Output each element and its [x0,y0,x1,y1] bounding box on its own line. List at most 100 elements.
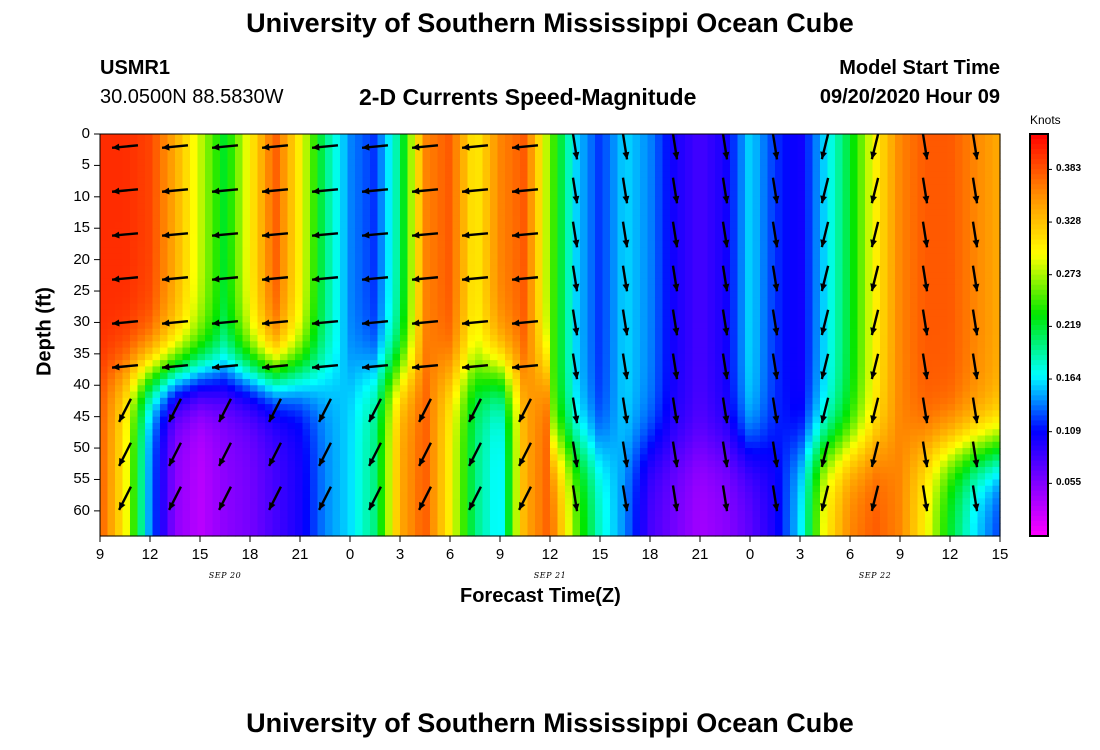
heatmap-cell [595,529,604,537]
heatmap-cell [580,498,589,506]
heatmap-cell [625,422,634,430]
heatmap-cell [190,378,199,386]
heatmap-cell [542,259,551,267]
heatmap-cell [362,504,371,512]
heatmap-cell [647,291,656,298]
heatmap-cell [355,146,364,154]
heatmap-cell [520,184,529,192]
heatmap-cell [460,385,469,393]
heatmap-cell [467,466,476,474]
heatmap-cell [257,190,266,198]
heatmap-cell [595,221,604,229]
heatmap-cell [317,309,326,317]
heatmap-cell [175,240,184,248]
heatmap-cell [280,404,289,411]
heatmap-cell [272,159,281,167]
heatmap-cell [130,429,139,437]
heatmap-cell [632,360,641,368]
heatmap-cell [227,196,236,204]
heatmap-cell [625,416,634,424]
heatmap-cell [550,517,559,525]
heatmap-cell [445,291,454,298]
heatmap-cell [617,247,626,254]
heatmap-cell [422,360,431,368]
heatmap-cell [190,435,199,443]
heatmap-cell [437,372,446,380]
heatmap-cell [160,209,169,217]
heatmap-cell [310,152,319,160]
heatmap-cell [220,378,229,386]
heatmap-cell [610,146,619,154]
heatmap-cell [370,492,379,499]
heatmap-cell [182,203,191,210]
heatmap-cell [167,272,176,280]
heatmap-cell [167,328,176,336]
heatmap-cell [355,523,364,531]
heatmap-cell [362,240,371,248]
heatmap-cell [235,441,244,449]
heatmap-cell [362,203,371,210]
heatmap-cell [250,291,259,298]
heatmap-cell [242,134,251,141]
heatmap-cell [587,247,596,254]
heatmap-cell [452,448,461,455]
heatmap-cell [527,485,536,493]
heatmap-cell [595,378,604,386]
heatmap-cell [295,435,304,443]
heatmap-cell [310,184,319,192]
heatmap-cell [205,391,214,399]
heatmap-cell [640,171,649,179]
heatmap-cell [385,485,394,493]
heatmap-cell [175,165,184,173]
heatmap-cell [332,297,341,305]
heatmap-cell [160,272,169,280]
heatmap-cell [640,240,649,248]
heatmap-cell [482,397,491,405]
heatmap-cell [385,460,394,468]
heatmap-cell [362,435,371,443]
heatmap-cell [332,347,341,355]
heatmap-cell [490,466,499,474]
heatmap-cell [625,203,634,210]
heatmap-cell [332,247,341,254]
heatmap-cell [505,335,514,342]
heatmap-cell [452,416,461,424]
heatmap-cell [130,259,139,267]
heatmap-cell [415,498,424,506]
heatmap-cell [257,152,266,160]
heatmap-cell [302,529,311,537]
heatmap-cell [452,460,461,468]
heatmap-cell [340,391,349,399]
heatmap-cell [212,234,221,242]
heatmap-cell [377,504,386,512]
heatmap-cell [160,397,169,405]
heatmap-cell [655,146,664,154]
heatmap-cell [520,378,529,386]
heatmap-cell [437,146,446,154]
heatmap-cell [385,309,394,317]
heatmap-cell [430,284,439,292]
heatmap-cell [535,152,544,160]
heatmap-cell [212,177,221,185]
heatmap-cell [265,435,274,443]
heatmap-cell [302,510,311,518]
heatmap-cell [415,291,424,298]
heatmap-cell [347,391,356,399]
heatmap-cell [475,391,484,399]
heatmap-cell [625,454,634,462]
heatmap-cell [190,203,199,210]
heatmap-cell [362,253,371,261]
heatmap-cell [490,203,499,210]
heatmap-cell [355,247,364,254]
heatmap-cell [167,221,176,229]
heatmap-cell [212,385,221,393]
heatmap-cell [205,385,214,393]
heatmap-cell [362,190,371,198]
heatmap-cell [325,466,334,474]
heatmap-cell [460,209,469,217]
heatmap-cell [527,492,536,499]
heatmap-cell [670,203,679,210]
heatmap-cell [557,184,566,192]
heatmap-cell [460,504,469,512]
heatmap-cell [407,517,416,525]
